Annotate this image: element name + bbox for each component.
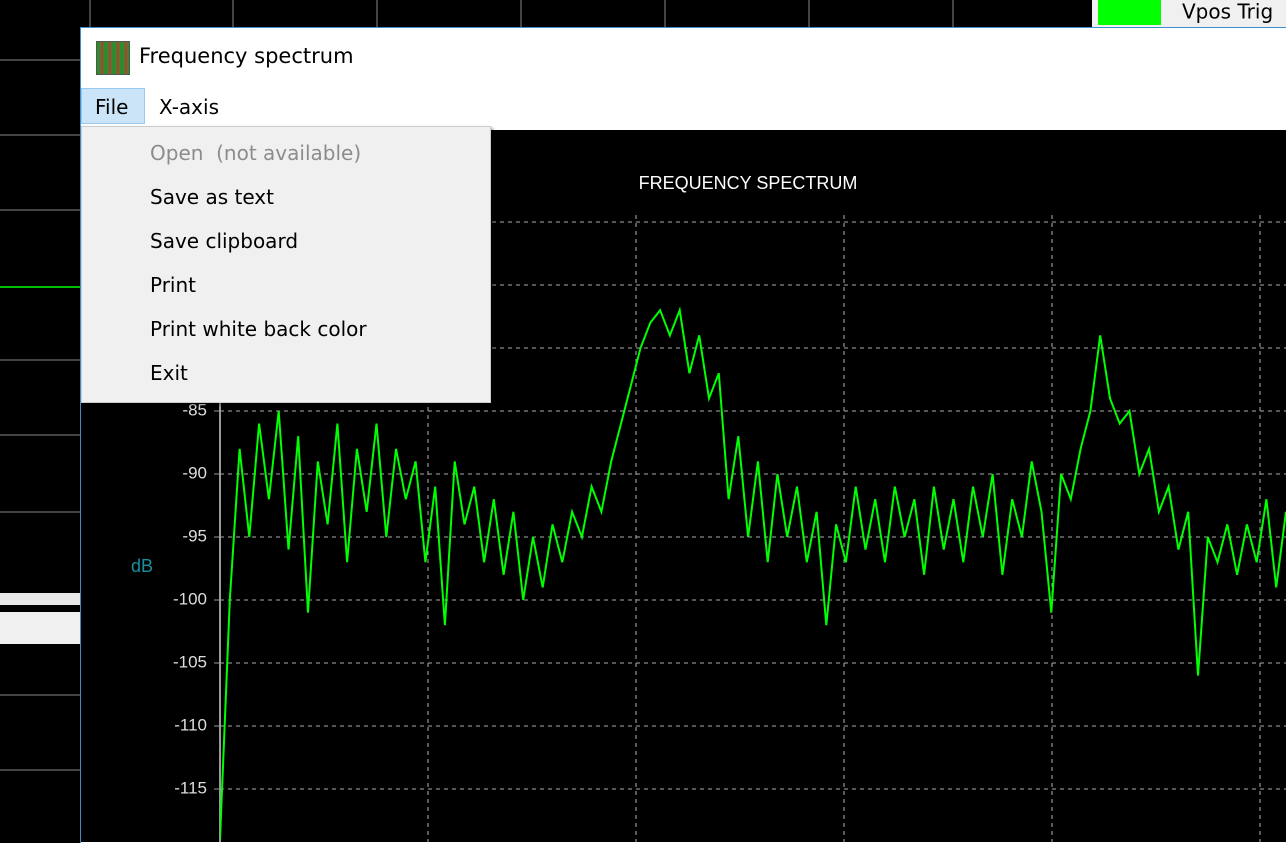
y-axis-label: dB	[131, 556, 153, 576]
menu-item[interactable]: X-axis	[159, 95, 219, 119]
window-icon	[96, 41, 130, 75]
background-label: Vpos Trig	[1182, 0, 1273, 24]
y-tick-label: -90	[182, 463, 207, 482]
y-tick-label: -115	[174, 778, 207, 797]
y-tick-label: -105	[173, 652, 207, 671]
menu-option[interactable]: Print white back color	[150, 317, 367, 341]
menu-option[interactable]: Save as text	[150, 185, 274, 209]
menu-item[interactable]: File	[95, 95, 129, 119]
menu-option[interactable]: Open (not available)	[150, 141, 362, 165]
menu-highlight	[81, 88, 145, 124]
menu-option[interactable]: Exit	[150, 361, 188, 385]
file-menu: Open (not available) Save as text Save c…	[81, 126, 491, 403]
y-tick-label: -110	[174, 715, 207, 734]
y-tick-label: -95	[182, 526, 207, 545]
menu-option[interactable]: Save clipboard	[150, 229, 299, 253]
spectrum-line	[220, 306, 1286, 840]
window-title: Frequency spectrum	[139, 44, 354, 68]
menu-option[interactable]: Print	[150, 273, 197, 297]
y-tick-label: -85	[182, 400, 207, 419]
y-tick-label: -100	[173, 589, 207, 608]
chart-title: FREQUENCY SPECTRUM	[639, 173, 858, 193]
